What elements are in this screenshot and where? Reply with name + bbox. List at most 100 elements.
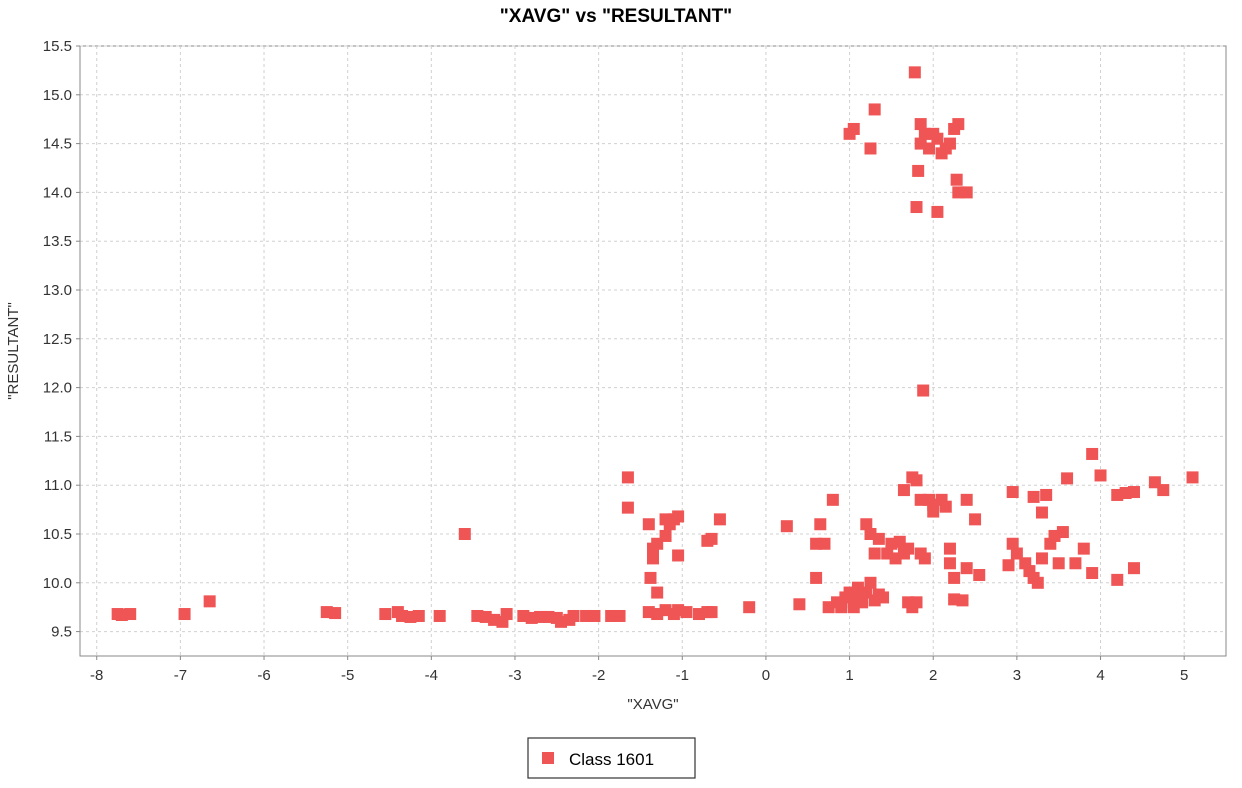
data-point [1035,552,1048,565]
data-point [908,66,921,79]
data-point [642,518,655,531]
x-tick-label: -5 [341,667,354,684]
data-point [835,601,848,614]
data-point [1069,557,1082,570]
data-point [943,542,956,555]
data-point [860,518,873,531]
data-point [1006,537,1019,550]
data-point [613,609,626,622]
y-tick-label: 15.5 [43,38,72,55]
data-point [1186,471,1199,484]
data-point [910,474,923,487]
data-point [203,595,216,608]
legend-box [527,737,696,779]
x-tick-label: 5 [1180,667,1188,684]
data-point [124,608,137,621]
data-point [1010,547,1023,560]
data-point [178,608,191,621]
x-tick-label: -2 [592,667,605,684]
data-point [826,493,839,506]
data-point [818,537,831,550]
data-point [1035,506,1048,519]
data-point [939,500,952,513]
y-tick-label: 14.0 [43,184,72,201]
data-point [329,607,342,620]
x-tick-label: -3 [508,667,521,684]
data-point [1031,576,1044,589]
y-tick-label: 11.0 [44,477,72,494]
x-tick-label: -4 [425,667,438,684]
data-point [412,609,425,622]
data-point [950,173,963,186]
data-point [918,552,931,565]
data-point [651,586,664,599]
x-tick-label: -1 [676,667,689,684]
data-point [872,532,885,545]
data-point [897,484,910,497]
data-point [1127,562,1140,575]
y-tick-labels: 9.5 10.0 10.5 11.0 11.5 12.0 12.5 13.0 13.5 14.0 1… [43,38,80,641]
y-tick-label: 13.0 [43,282,72,299]
data-point [931,205,944,218]
data-point [914,118,927,131]
data-point [500,608,513,621]
x-tick-label: 4 [1096,667,1104,684]
data-point [1086,447,1099,460]
data-point [567,609,580,622]
data-point [1006,486,1019,499]
data-point [647,552,659,565]
data-point [960,493,973,506]
data-point [1002,559,1015,572]
y-tick-label: 12.0 [43,380,72,397]
x-tick-label: 0 [762,667,770,684]
x-tick-label: -8 [90,667,103,684]
data-point [713,513,726,526]
data-point [1056,526,1069,539]
data-point [910,596,923,609]
legend: Class 1601 [527,737,696,779]
data-point [672,510,685,523]
x-axis-label: "XAVG" [627,696,678,713]
data-point [644,571,657,584]
data-point [856,596,869,609]
data-point [864,576,877,589]
plot-area [79,45,1227,657]
y-tick-label: 10.5 [43,526,72,543]
data-point [780,520,793,533]
x-tick-label: 2 [929,667,937,684]
data-point [960,562,973,575]
data-point [960,186,973,199]
y-tick-label: 14.5 [43,136,72,153]
x-axis: -8 -7 -6 -5 -4 -3 -2 -1 0 1 2 3 4 5 [80,655,1226,684]
y-axis: 9.5 10.0 10.5 11.0 11.5 12.0 12.5 13.0 13.5 14.0 1… [43,38,81,656]
data-point [1052,557,1065,570]
data-point [927,505,940,518]
data-point [956,594,969,607]
data-point [793,598,806,611]
data-point [1086,567,1099,580]
chart-title: "XAVG" vs "RESULTANT" [500,6,732,27]
data-point [948,571,961,584]
y-tick-label: 11.5 [44,428,72,445]
data-point [1094,469,1107,482]
data-point [659,529,672,542]
data-point [1027,490,1040,503]
data-point [1077,542,1090,555]
x-tick-label: 1 [845,667,853,684]
data-point [621,471,634,484]
data-point [1040,488,1053,501]
data-point [672,549,685,562]
data-point [588,609,601,622]
y-tick-label: 9.5 [51,624,72,641]
data-point [969,513,982,526]
x-tick-label: -7 [174,667,187,684]
y-tick-label: 15.0 [43,87,72,104]
data-point [847,122,860,135]
data-point [917,384,930,397]
data-point [868,547,881,560]
data-point [923,142,936,155]
y-tick-label: 10.0 [43,575,72,592]
y-axis-label: "RESULTANT" [5,302,22,400]
data-point [910,201,923,214]
data-point [433,609,446,622]
